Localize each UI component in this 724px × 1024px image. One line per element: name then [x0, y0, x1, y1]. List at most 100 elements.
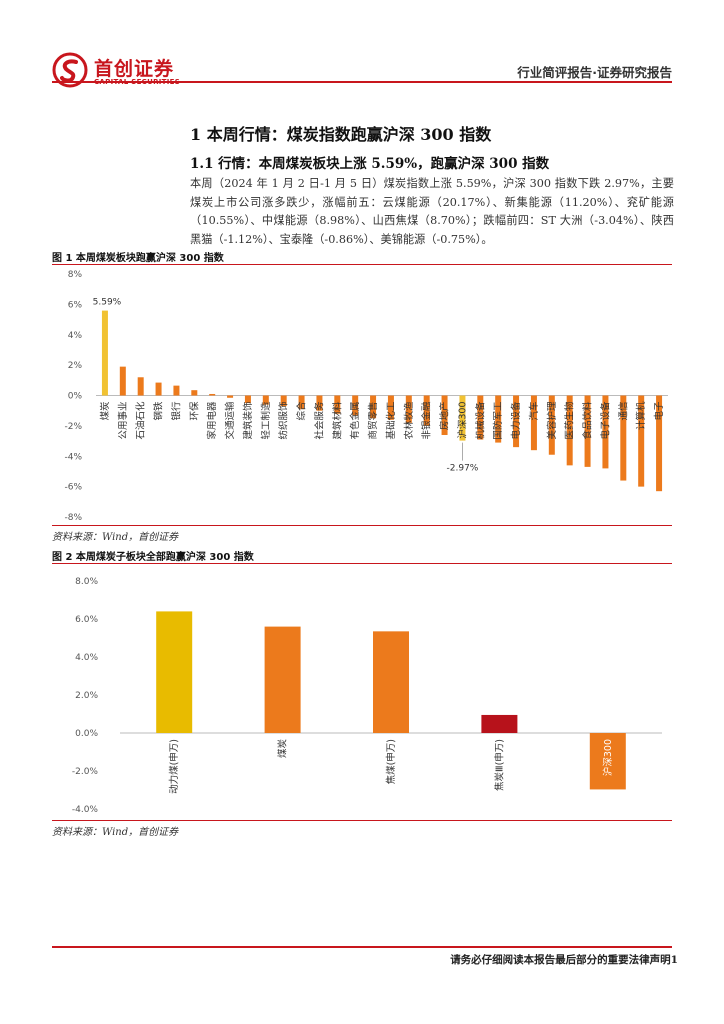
- bar-沪深300: [589, 733, 626, 790]
- y-tick-label: -8%: [64, 513, 82, 523]
- bar-非银金融: [423, 395, 430, 426]
- y-tick-label: 4%: [68, 331, 83, 341]
- category-label: 社会服务: [313, 401, 325, 440]
- category-label: 石油石化: [135, 401, 147, 440]
- subsection-heading: 1.1 行情：本周煤炭板块上涨 5.59%，跑赢沪深 300 指数: [190, 156, 550, 172]
- category-label: 有色金属: [349, 402, 361, 440]
- bar-煤炭: [264, 626, 301, 733]
- category-label: 焦煤(申万): [385, 739, 397, 784]
- category-label: 计算机: [635, 401, 647, 430]
- bar-纺织服饰: [280, 395, 287, 407]
- bar-综合: [298, 395, 305, 410]
- bar-汽车: [530, 395, 537, 451]
- category-label: 建筑装饰: [242, 402, 254, 440]
- y-tick-label: 8.0%: [75, 577, 98, 587]
- figure2-top-rule: [52, 563, 672, 564]
- bar-通信: [620, 395, 627, 481]
- bar-有色金属: [352, 395, 359, 416]
- bar-钢铁: [155, 382, 162, 396]
- category-label: 轻工制造: [260, 401, 272, 440]
- category-label: 电力设备: [510, 401, 522, 440]
- figure2-chart: 8.0% 6.0% 4.0% 2.0% 0.0% -2.0% -4.0% 动力煤(申万) 煤炭 焦…: [72, 577, 662, 815]
- bar-医药生物: [566, 395, 573, 466]
- y-tick-label: -2%: [64, 422, 82, 432]
- figure1-title: 图 1 本周煤炭板块跑赢沪深 300 指数: [52, 253, 224, 264]
- category-label: 房地产: [439, 402, 451, 431]
- y-tick-label: 2.0%: [75, 691, 98, 701]
- bar-沪深300: [459, 395, 466, 441]
- bar-房地产: [441, 395, 448, 435]
- y-tick-label: 6%: [68, 300, 83, 310]
- bar-农林牧渔: [405, 395, 412, 423]
- category-label: 基础化工: [385, 401, 397, 440]
- category-label: 家用电器: [206, 401, 218, 440]
- bar-电子设备: [602, 395, 609, 469]
- y-tick-label: -6%: [64, 483, 82, 493]
- category-label: 焦炭Ⅲ(申万): [493, 739, 505, 791]
- bar-焦炭Ⅲ(申万): [481, 714, 518, 733]
- y-tick-label: 8%: [68, 270, 83, 280]
- bar-电力设备: [513, 395, 520, 448]
- category-label: 纺织服饰: [278, 402, 290, 440]
- bar-机械设备: [477, 395, 484, 440]
- y-tick-label: 0%: [68, 392, 83, 402]
- category-label: 环保: [188, 401, 200, 421]
- category-label: 农林牧渔: [403, 401, 415, 440]
- category-label: 钢铁: [153, 401, 165, 421]
- figure2-title: 图 2 本周煤炭子板块全部跑赢沪深 300 指数: [52, 552, 254, 563]
- category-label: 交通运输: [224, 401, 236, 440]
- y-tick-label: 6.0%: [75, 615, 98, 625]
- category-label: 机械设备: [474, 401, 486, 440]
- category-label: 煤炭: [99, 401, 111, 421]
- y-tick-label: -4.0%: [72, 805, 99, 815]
- bar-电子: [656, 395, 663, 492]
- bar-动力煤(申万): [156, 611, 193, 733]
- section-heading: 1 本周行情：煤炭指数跑赢沪深 300 指数: [190, 125, 492, 144]
- category-label: 沪深300: [602, 739, 614, 776]
- bar-煤炭: [101, 310, 108, 396]
- figure1-source: 资料来源：Wind，首创证券: [52, 532, 179, 543]
- bar-商贸零售: [370, 395, 377, 419]
- bar-轻工制造: [262, 395, 269, 405]
- category-label: 医药生物: [564, 401, 576, 440]
- figure2-bottom-rule: [52, 820, 672, 821]
- figure1-chart: 8% 6% 4% 2% 0% -2% -4% -6% -8% 煤炭 公用事业 石油石化 钢铁 银行 环保 家用…: [64, 270, 668, 523]
- bar-食品饮料: [584, 395, 591, 467]
- bar-建筑材料: [334, 395, 341, 414]
- y-tick-label: -4%: [64, 452, 82, 462]
- company-logo: 首创证券 CAPITAL SECURITIES: [52, 52, 192, 92]
- category-label: 非银金融: [421, 401, 433, 440]
- category-label: 建筑材料: [331, 401, 343, 440]
- category-label: 动力煤(申万): [168, 739, 180, 794]
- figure1-bottom-rule: [52, 525, 672, 526]
- category-label: 煤炭: [277, 739, 289, 759]
- category-label: 国防军工: [492, 401, 504, 440]
- bar-银行: [173, 385, 180, 396]
- category-label: 汽车: [528, 402, 540, 421]
- bar-环保: [191, 390, 198, 396]
- header-divider: [52, 81, 672, 83]
- category-label: 食品饮料: [582, 401, 594, 440]
- category-label: 公用事业: [117, 402, 129, 440]
- bar-计算机: [638, 395, 645, 487]
- category-label: 美容护理: [546, 401, 558, 440]
- bar-基础化工: [387, 395, 394, 420]
- bar-家用电器: [209, 393, 216, 396]
- legal-notice-footer: 请务必仔细阅读本报告最后部分的重要法律声明1: [450, 954, 678, 966]
- report-type: 行业简评报告·证券研究报告: [517, 65, 672, 80]
- figure2-source: 资料来源：Wind，首创证券: [52, 827, 179, 838]
- bar-国防军工: [495, 395, 502, 443]
- market-summary-paragraph: 本周（2024 年 1 月 2 日-1 月 5 日）煤炭指数上涨 5.59%，沪…: [190, 177, 674, 246]
- y-tick-label: 0.0%: [75, 729, 98, 739]
- data-label: -2.97%: [447, 464, 479, 474]
- y-tick-label: -2.0%: [72, 767, 99, 777]
- category-label: 沪深300: [456, 402, 468, 439]
- category-label: 电子设备: [599, 401, 611, 440]
- bar-建筑装饰: [244, 395, 251, 404]
- bar-社会服务: [316, 395, 323, 411]
- category-label: 通信: [617, 402, 629, 421]
- footer-divider: [52, 946, 672, 948]
- capital-securities-logo-icon: [52, 52, 88, 88]
- bar-石油石化: [137, 377, 144, 396]
- category-label: 综合: [296, 401, 308, 421]
